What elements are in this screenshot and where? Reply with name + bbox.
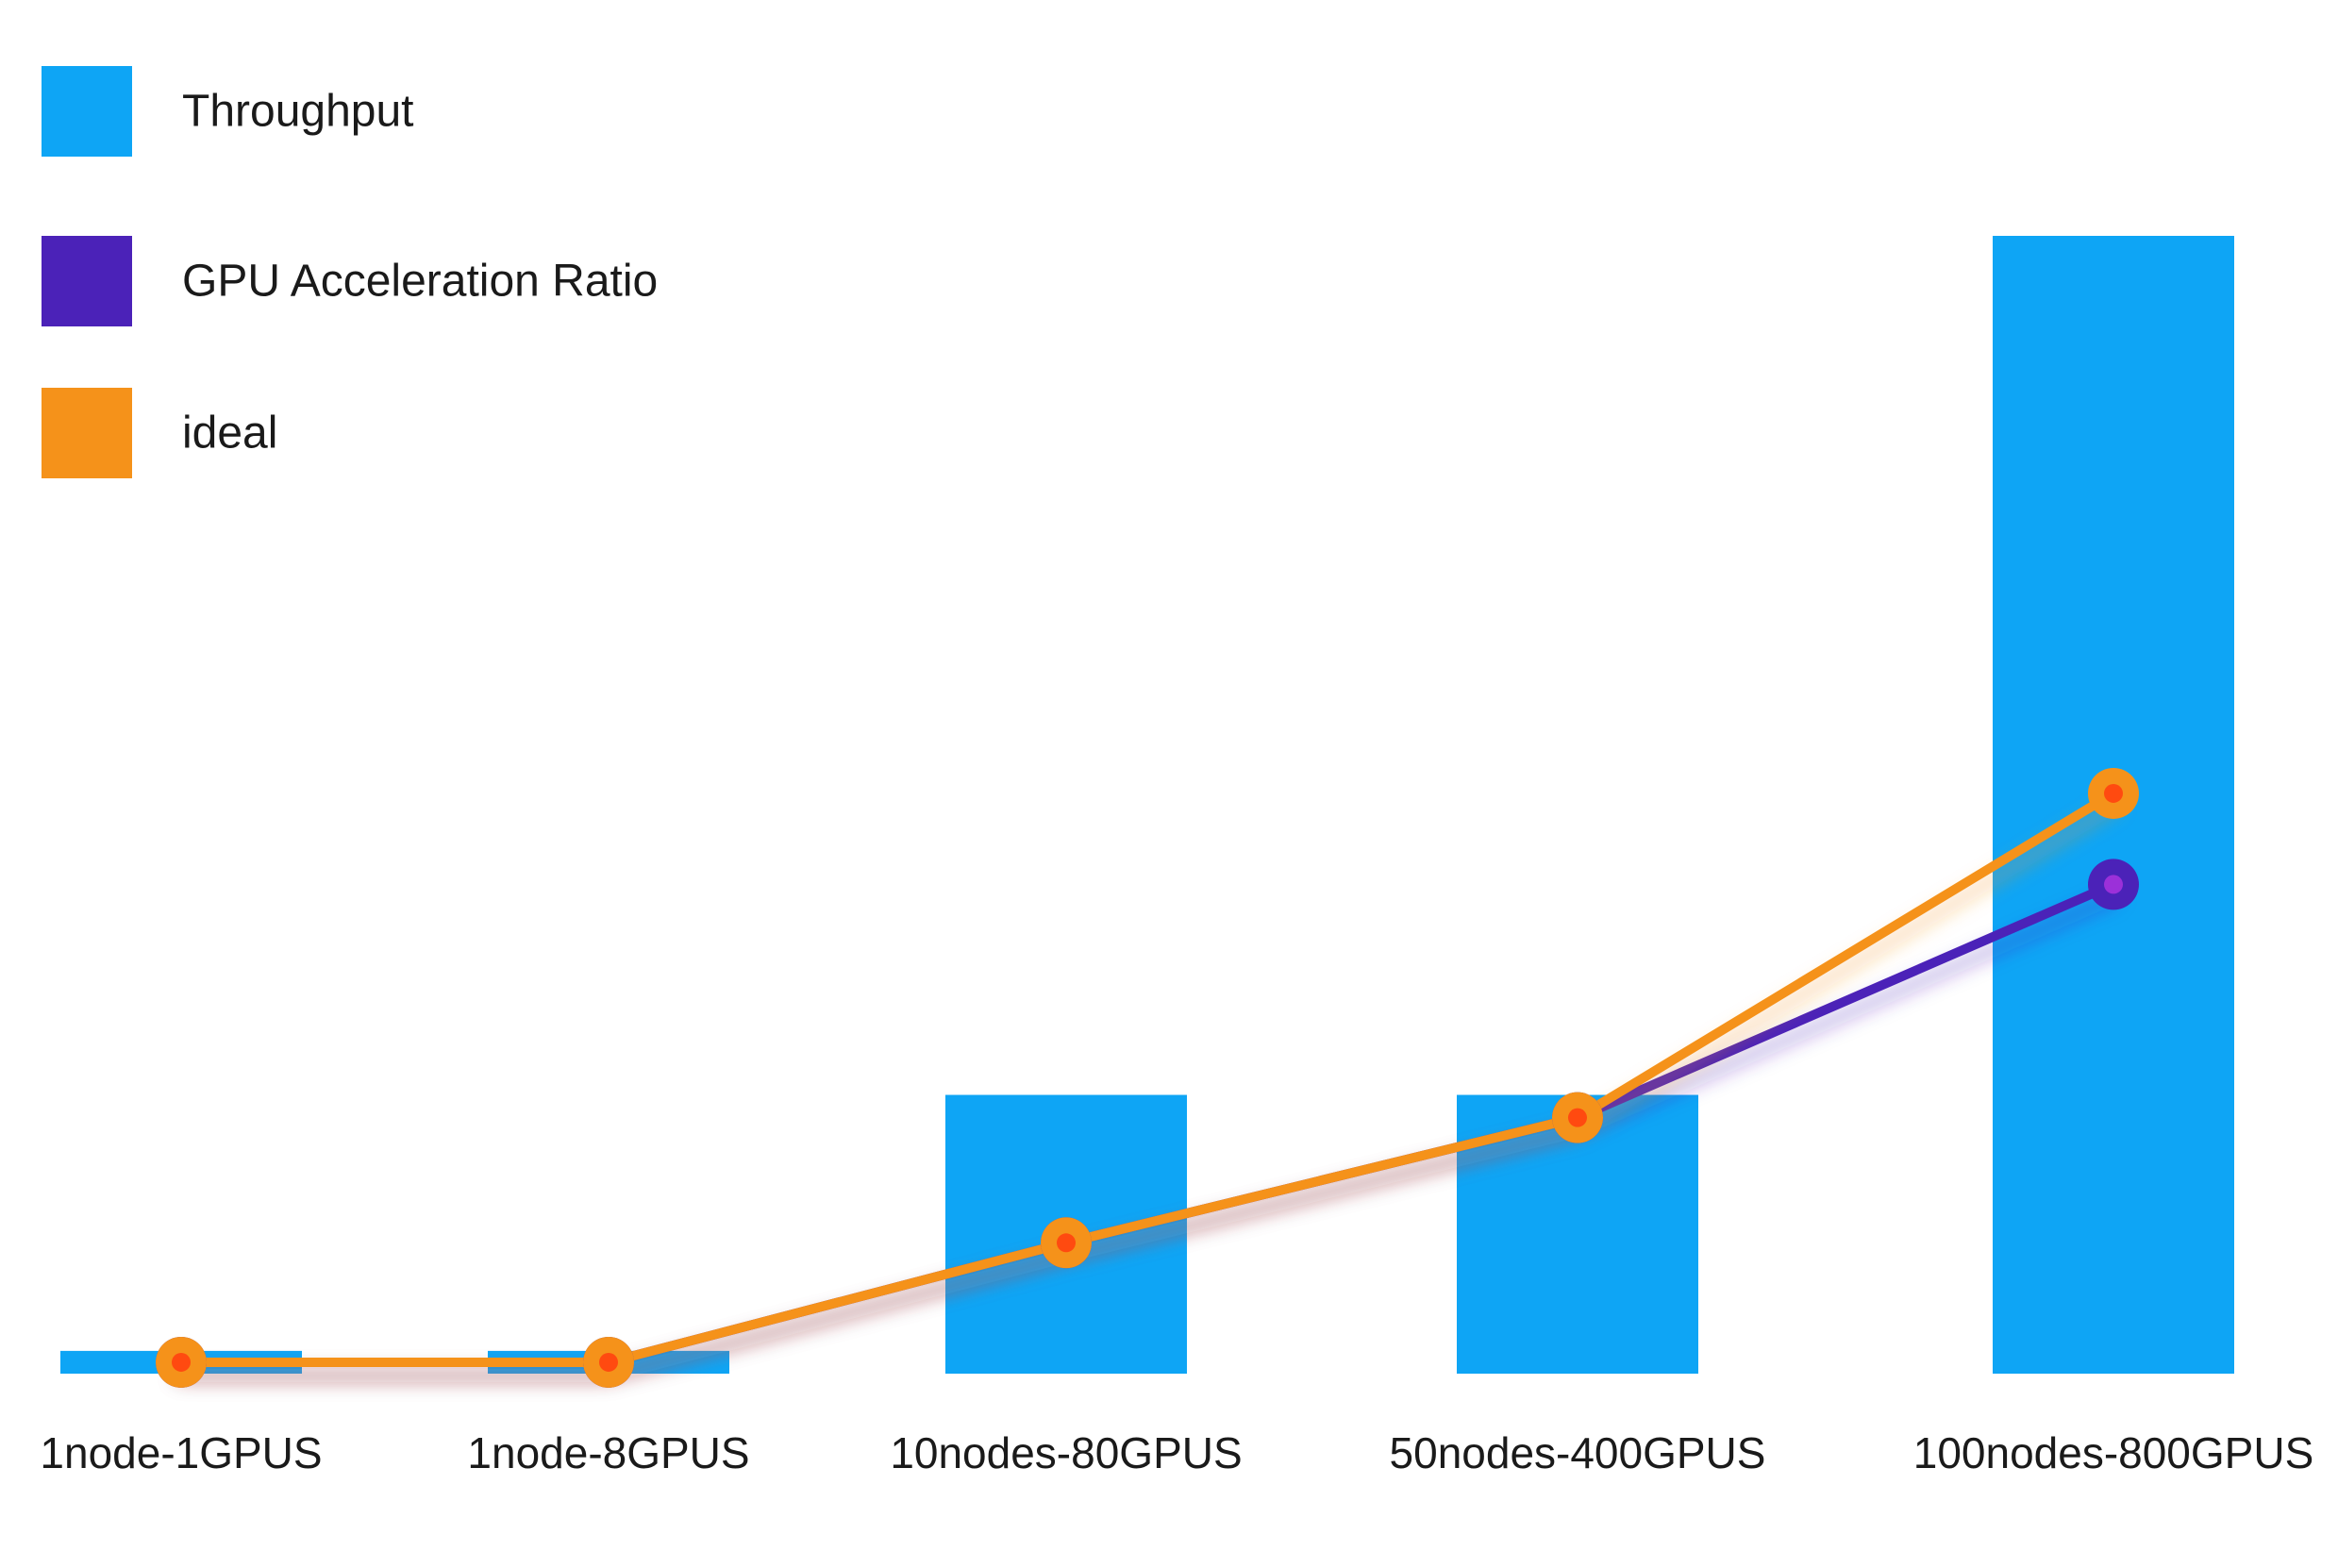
- point-center-ideal-1node-8gpus: [599, 1352, 618, 1372]
- legend-label-gpu-acceleration-ratio: GPU Acceleration Ratio: [182, 257, 658, 307]
- legend-swatch-gpu-acceleration-ratio: [42, 236, 132, 326]
- bars: [60, 236, 2234, 1374]
- x-tick-label-50nodes-400gpus: 50nodes-400GPUS: [1390, 1428, 1766, 1477]
- x-tick-label-10nodes-80gpus: 10nodes-80GPUS: [890, 1428, 1242, 1477]
- x-tick-label-100nodes-800gpus: 100nodes-800GPUS: [1913, 1428, 2314, 1477]
- legend-swatch-ideal: [42, 388, 132, 478]
- point-center-ideal-10nodes-80gpus: [1057, 1233, 1076, 1253]
- point-center-gpu-acceleration-ratio-100nodes-800gpus: [2104, 875, 2123, 894]
- point-center-ideal-1node-1gpus: [172, 1352, 191, 1372]
- x-axis-tick-labels: 1node-1GPUS 1node-8GPUS 10nodes-80GPUS 50no…: [40, 1428, 2313, 1477]
- x-tick-label-1node-1gpus: 1node-1GPUS: [40, 1428, 322, 1477]
- point-center-ideal-100nodes-800gpus: [2104, 783, 2123, 803]
- points: [156, 767, 2139, 1388]
- legend-swatch-throughput: [42, 66, 132, 157]
- legend-label-ideal: ideal: [182, 409, 277, 459]
- legend-label-throughput: Throughput: [182, 87, 414, 137]
- legend: Throughput GPU Acceleration Ratio ideal: [42, 66, 658, 478]
- point-center-ideal-50nodes-400gpus: [1568, 1108, 1587, 1127]
- x-tick-label-1node-8gpus: 1node-8GPUS: [467, 1428, 749, 1477]
